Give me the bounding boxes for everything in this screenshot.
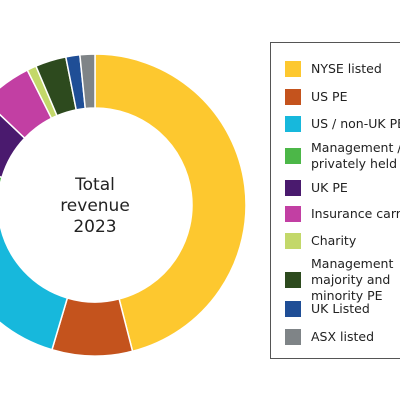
legend-label: ASX listed	[311, 329, 375, 344]
legend-label: UK Listed	[311, 301, 370, 316]
donut-segment	[94, 53, 247, 353]
legend-swatch	[285, 148, 301, 164]
legend-label: Management / privately held	[311, 140, 400, 171]
legend-item: ASX listed	[285, 329, 400, 345]
legend-item: UK Listed	[285, 301, 400, 317]
legend-label: NYSE listed	[311, 61, 382, 76]
donut-segment	[0, 224, 69, 351]
legend-swatch	[285, 116, 301, 132]
legend-label: US PE	[311, 89, 348, 104]
chart-title: Total revenue 2023	[60, 175, 130, 237]
legend-swatch	[285, 180, 301, 196]
legend-swatch	[285, 61, 301, 77]
legend-label: Charity	[311, 233, 357, 248]
legend-label: UK PE	[311, 180, 348, 195]
legend-item: NYSE listed	[285, 61, 400, 77]
legend-item: Insurance carriers	[285, 206, 400, 222]
legend-swatch	[285, 301, 301, 317]
legend: NYSE listed US PE US / non-UK PE Management…	[270, 42, 400, 359]
donut-segment	[0, 175, 3, 227]
legend-item: Charity	[285, 233, 400, 249]
legend-item: US / non-UK PE	[285, 116, 400, 132]
legend-swatch	[285, 329, 301, 345]
legend-swatch	[285, 272, 301, 288]
legend-item: US PE	[285, 89, 400, 105]
legend-label: Management majority and minority PE	[311, 256, 394, 303]
legend-swatch	[285, 233, 301, 249]
legend-label: Insurance carriers	[311, 206, 400, 221]
legend-item: Management / privately held	[285, 140, 400, 172]
legend-label: US / non-UK PE	[311, 116, 400, 131]
legend-swatch	[285, 206, 301, 222]
legend-swatch	[285, 89, 301, 105]
donut-segment	[79, 53, 96, 110]
legend-item: Management majority and minority PE	[285, 256, 400, 304]
legend-item: UK PE	[285, 180, 400, 196]
